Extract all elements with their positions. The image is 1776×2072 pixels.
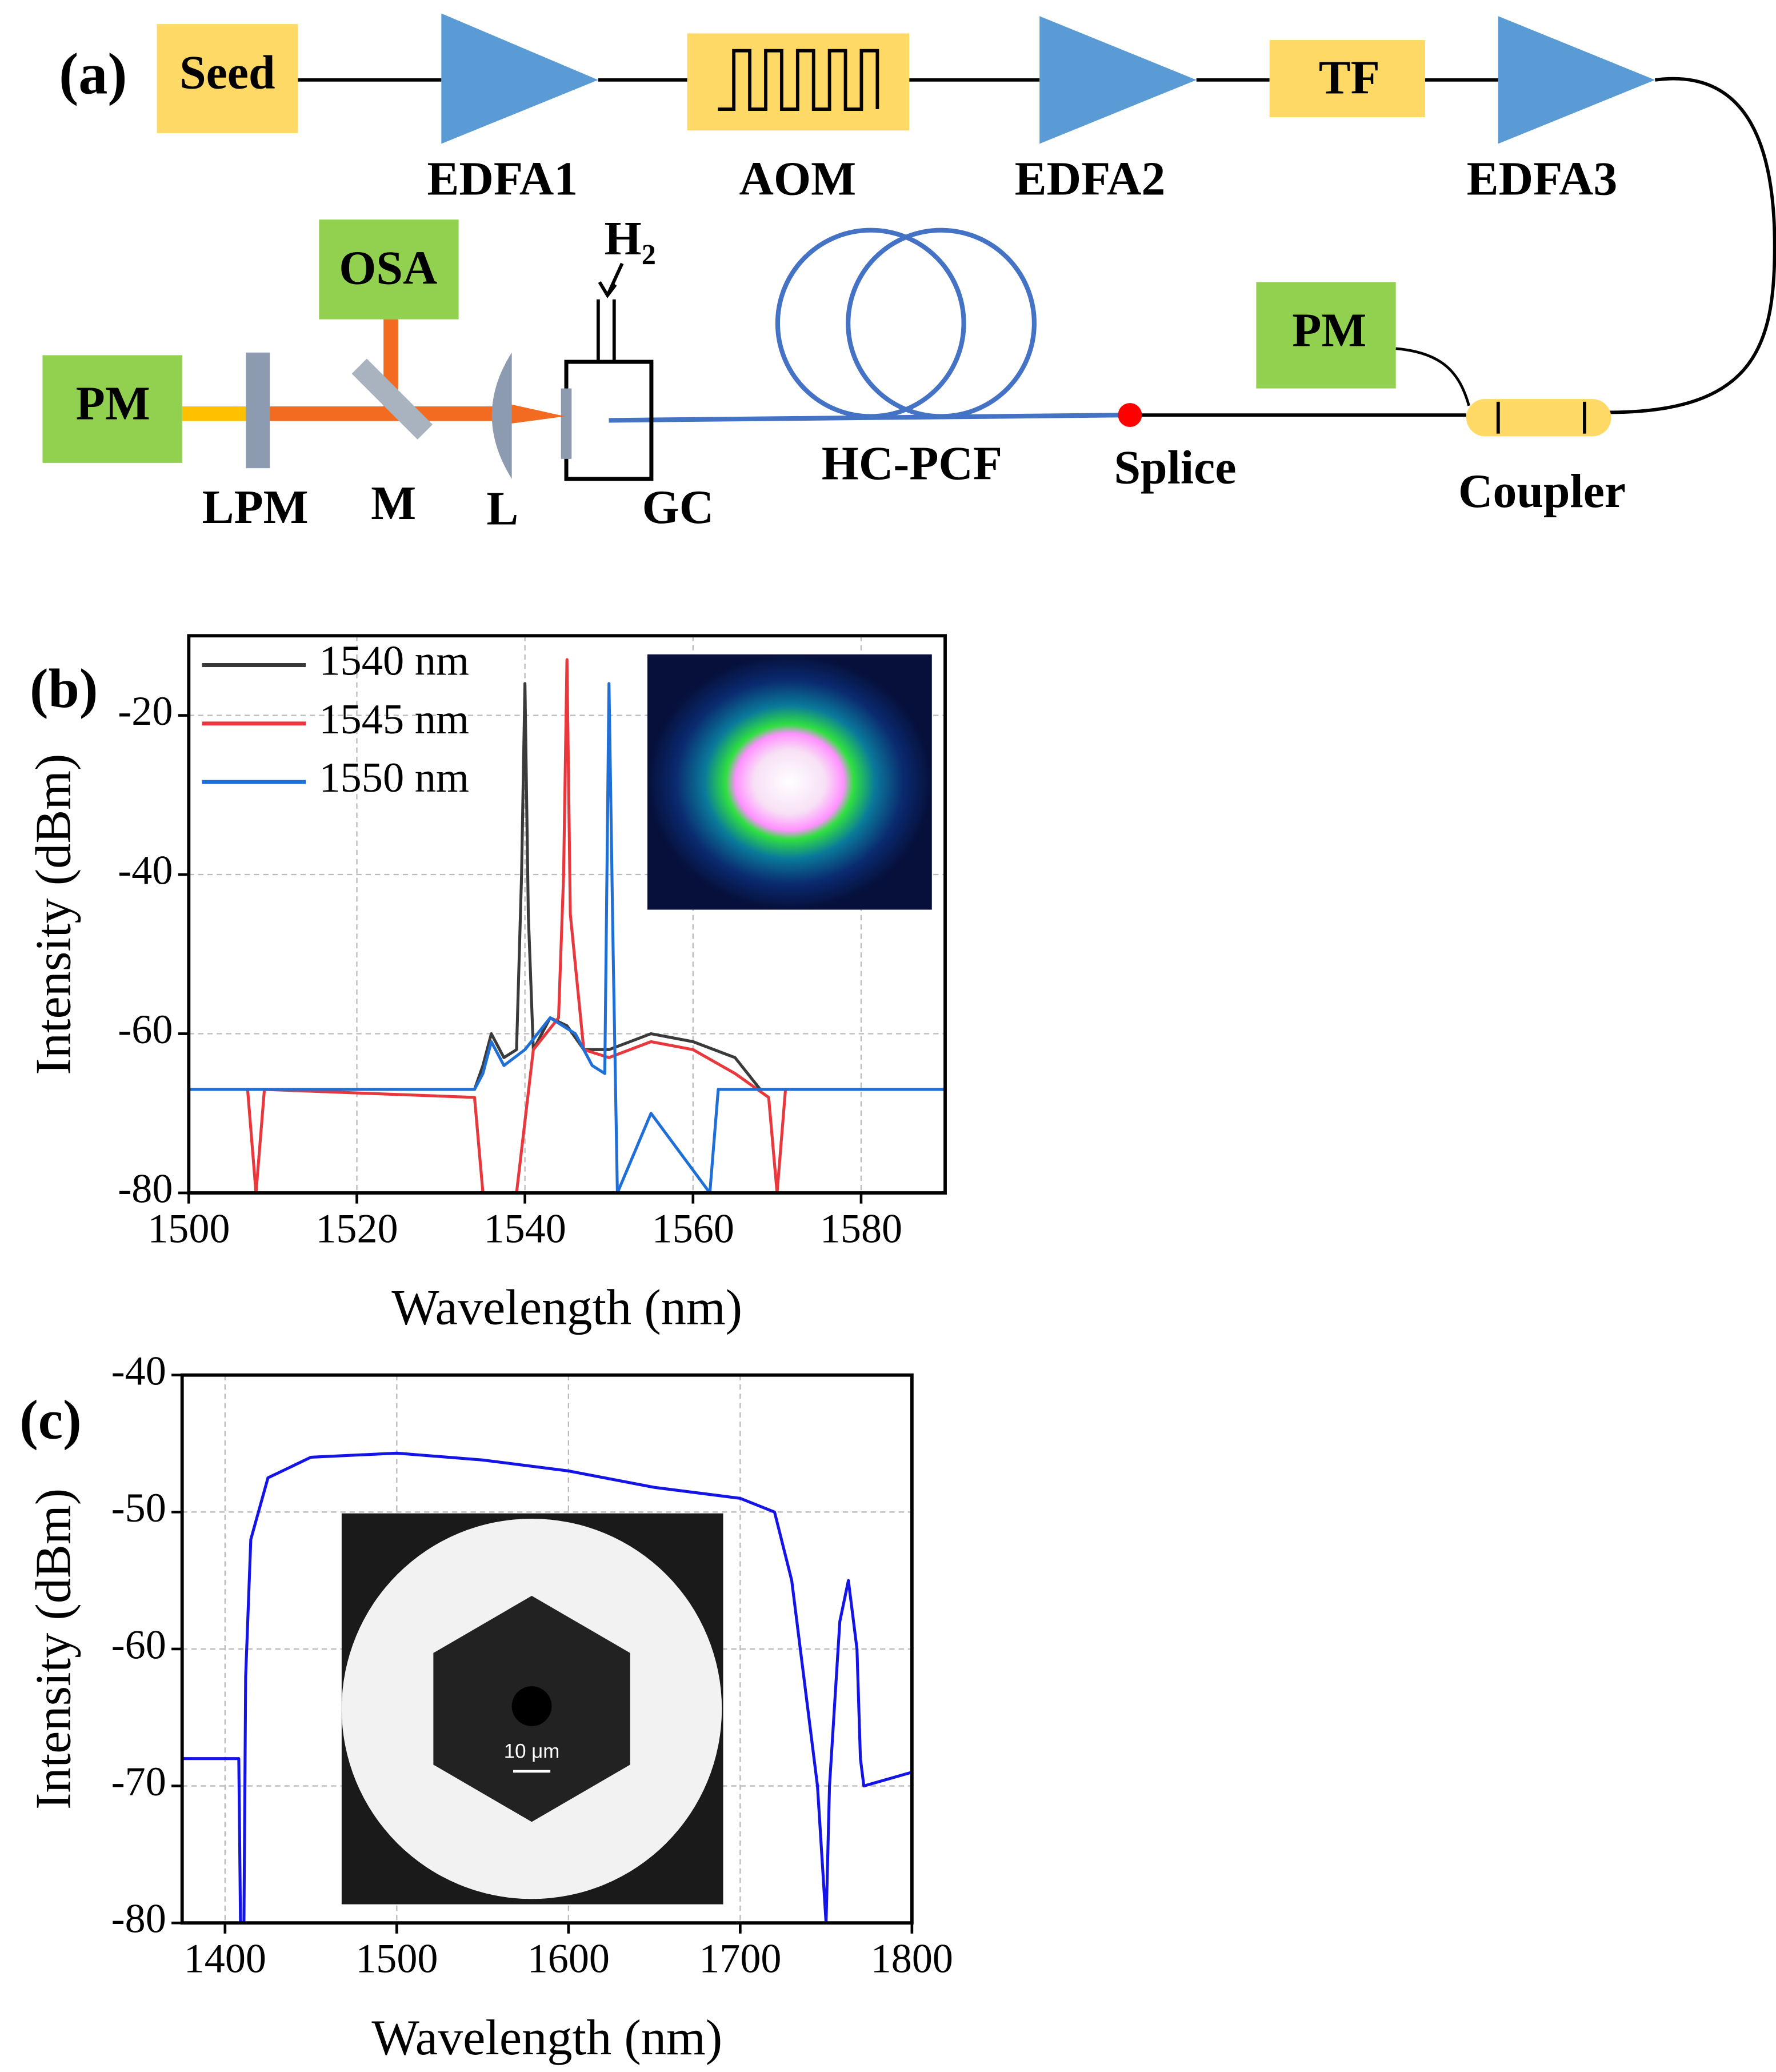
x-tick-label: 1500 <box>355 1936 438 1982</box>
arrow <box>598 262 624 298</box>
label: LPM <box>202 481 309 534</box>
label: EDFA3 <box>1467 153 1618 206</box>
fiber-coil <box>609 227 1130 423</box>
panel-label: (b) <box>30 658 98 720</box>
legend-label: 1545 nm <box>319 696 469 743</box>
amplifier <box>1039 16 1197 144</box>
x-tick-label: 1400 <box>184 1936 266 1982</box>
label: H₂ <box>605 212 656 265</box>
x-tick-label: 1600 <box>527 1936 610 1982</box>
label: Coupler <box>1458 465 1626 518</box>
fiber-hole <box>511 1686 552 1726</box>
x-tick-label: 1560 <box>652 1205 734 1251</box>
label: OSA <box>339 241 437 294</box>
label: L <box>486 482 518 535</box>
y-tick-label: -40 <box>111 1348 166 1394</box>
label: PM <box>1292 304 1366 357</box>
y-tick-label: -60 <box>111 1622 166 1667</box>
panel-label: (c) <box>19 1390 81 1451</box>
x-axis-label: Wavelength (nm) <box>371 2010 722 2066</box>
label: AOM <box>739 153 856 206</box>
gas-inlet <box>596 299 616 362</box>
x-tick-label: 1540 <box>484 1205 566 1251</box>
panel-label: (a) <box>59 42 127 106</box>
label: Splice <box>1114 441 1236 494</box>
label: GC <box>642 481 714 534</box>
osa-box <box>319 219 459 320</box>
label: EDFA2 <box>1015 153 1166 206</box>
y-tick-label: -60 <box>118 1007 173 1052</box>
label: Seed <box>179 46 275 99</box>
pulse-icon <box>718 49 879 111</box>
setup-diagram: (a) Seed EDFA1 AOM EDFA2 TF EDFA3 PM Cou… <box>42 13 1776 535</box>
x-tick-label: 1520 <box>315 1205 398 1251</box>
inset-image <box>647 654 932 910</box>
plot-frame <box>180 1373 914 1925</box>
legend-label: 1540 nm <box>319 638 469 685</box>
legend-label: 1550 nm <box>319 754 469 801</box>
pm-box <box>1256 282 1396 389</box>
splice-point <box>1118 403 1142 428</box>
y-tick-label: -20 <box>118 688 173 734</box>
x-tick-label: 1800 <box>871 1936 953 1982</box>
inset-label: 10 μm <box>504 1740 560 1763</box>
lens <box>491 352 512 479</box>
amplifier <box>441 13 598 144</box>
seed-box <box>157 24 298 133</box>
connections <box>298 77 1776 417</box>
label: EDFA1 <box>427 153 578 206</box>
data-line <box>182 1451 913 1925</box>
label: TF <box>1319 51 1380 105</box>
x-axis-label: Wavelength (nm) <box>391 1280 742 1336</box>
pm-box <box>42 355 182 463</box>
polarizer <box>246 352 270 469</box>
y-tick-label: -80 <box>118 1166 173 1212</box>
x-tick-label: 1700 <box>699 1936 781 1982</box>
x-tick-label: 1580 <box>820 1205 902 1251</box>
y-tick-label: -80 <box>111 1896 166 1942</box>
y-tick-label: -40 <box>118 848 173 893</box>
label: M <box>371 477 416 530</box>
label: PM <box>76 377 150 430</box>
label: HC-PCF <box>822 437 1002 490</box>
x-tick-label: 1500 <box>147 1205 230 1251</box>
y-tick-label: -50 <box>111 1485 166 1531</box>
plot-frame <box>187 634 947 1195</box>
mirror <box>351 358 433 440</box>
y-axis-label: Intensity (dBm) <box>26 1488 82 1810</box>
coupler <box>1466 399 1611 437</box>
data-line <box>189 682 946 1195</box>
tf-box <box>1269 40 1425 117</box>
y-tick-label: -70 <box>111 1759 166 1804</box>
window <box>561 388 572 459</box>
amplifier <box>1498 16 1655 144</box>
beam <box>505 403 565 425</box>
y-axis-label: Intensity (dBm) <box>26 754 82 1075</box>
